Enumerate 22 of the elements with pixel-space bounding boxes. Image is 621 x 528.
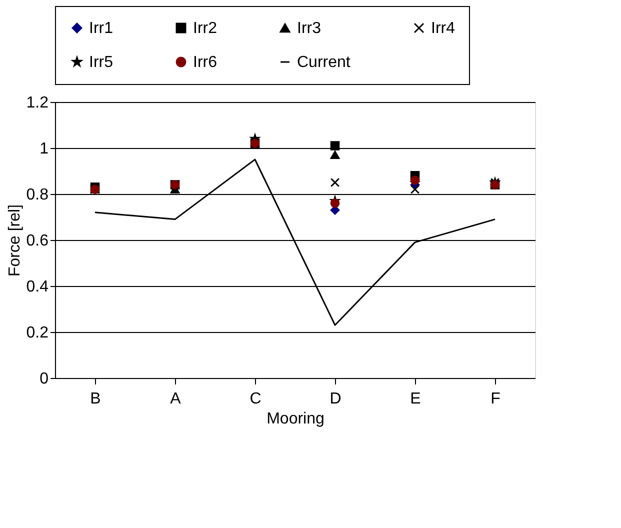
legend-label: Irr2 — [193, 20, 218, 37]
legend-label: Irr3 — [297, 20, 322, 37]
y-tick-label: 0.2 — [26, 324, 49, 342]
y-tick-label: 1.2 — [26, 94, 49, 112]
x-tick-label: B — [90, 390, 101, 408]
x-tick-label: A — [170, 390, 182, 408]
legend-label: Irr1 — [89, 20, 114, 37]
legend-label: Irr5 — [89, 54, 114, 71]
y-tick-label: 0.8 — [26, 186, 49, 204]
legend-label: Irr6 — [193, 54, 218, 71]
legend-label: Current — [297, 54, 351, 71]
x-tick-label: E — [410, 390, 421, 408]
x-axis-title: Mooring — [266, 410, 324, 428]
x-tick-label: F — [490, 390, 501, 408]
y-tick-label: 0.4 — [26, 278, 49, 296]
y-tick-label: 0.6 — [26, 232, 49, 250]
legend-label: Irr4 — [431, 20, 456, 37]
y-axis-title: Force [rel] — [6, 204, 24, 277]
y-tick-label: 1 — [40, 140, 49, 158]
x-tick-label: C — [250, 390, 262, 408]
y-tick-label: 0 — [40, 370, 49, 388]
x-tick-label: D — [330, 390, 342, 408]
